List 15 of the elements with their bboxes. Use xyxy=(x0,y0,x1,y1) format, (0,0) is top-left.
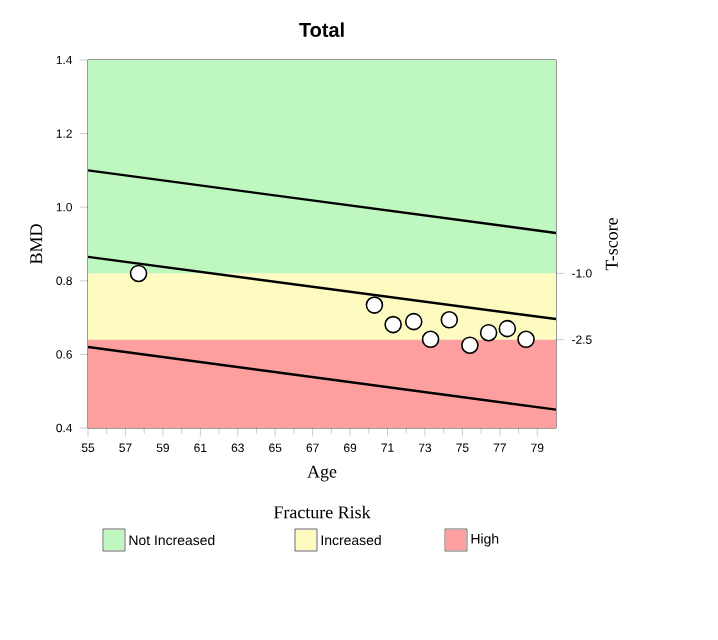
chart-title: Total xyxy=(299,22,344,37)
point xyxy=(461,336,479,354)
point xyxy=(129,264,148,283)
point xyxy=(404,312,423,331)
point xyxy=(384,315,402,334)
point xyxy=(517,330,535,349)
legend-title: Fracture Risk xyxy=(273,505,371,519)
point xyxy=(440,311,459,329)
y2-axis-title: T-score xyxy=(605,218,618,271)
point xyxy=(365,296,384,314)
y-axis-title: BMD xyxy=(30,224,43,264)
point xyxy=(421,330,440,349)
point xyxy=(498,319,517,338)
point xyxy=(479,323,498,342)
x-axis-title: Age xyxy=(307,465,337,482)
